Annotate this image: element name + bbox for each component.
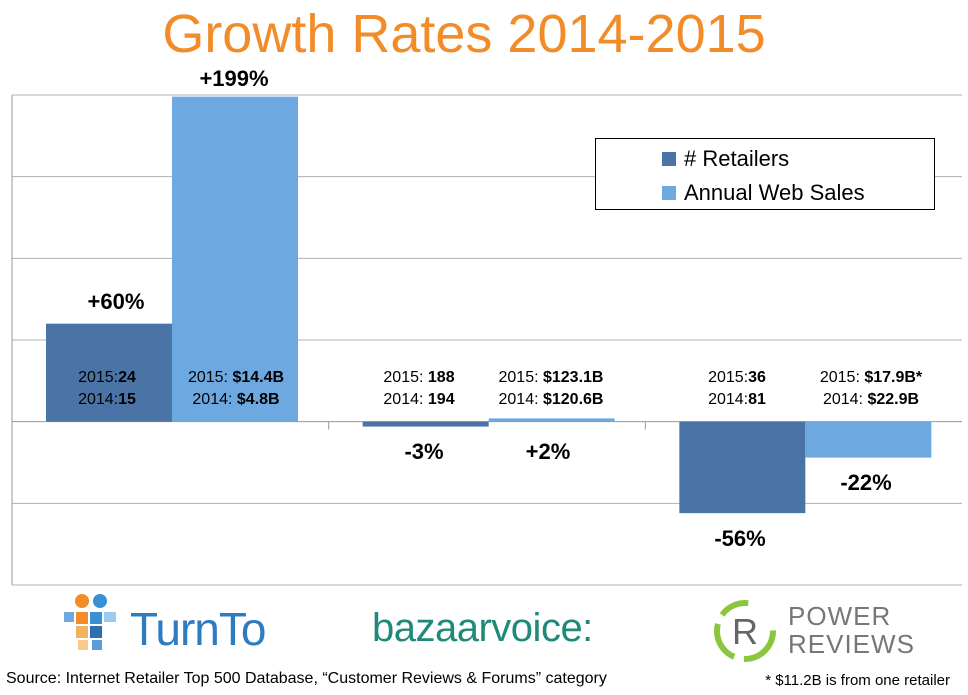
data-label-turnto-retailers: +60%	[87, 289, 145, 314]
bar-turnto-web-sales	[172, 96, 298, 422]
data-label-bazaarvoice-retailers: -3%	[404, 439, 444, 464]
powerreviews-logo-line1: POWER	[788, 601, 892, 631]
turnto-logo-mark-icon	[64, 594, 116, 650]
data-label-powerreviews-retailers: -56%	[714, 526, 766, 551]
chart-title: Growth Rates 2014-2015	[162, 4, 766, 64]
turnto-logo-text: TurnTo	[130, 603, 266, 655]
bar-bazaarvoice-retailers	[362, 421, 489, 427]
legend-swatch-retailers	[662, 152, 676, 166]
source-note: Source: Internet Retailer Top 500 Databa…	[6, 670, 607, 687]
value-label-turnto-web-sales: 2015: $14.4B 2014: $4.8B	[187, 369, 285, 408]
svg-text:R: R	[732, 611, 758, 652]
data-label-turnto-web-sales: +199%	[199, 66, 269, 91]
bar-bazaarvoice-web-sales	[488, 418, 615, 422]
turnto-logo: TurnTo	[60, 592, 290, 662]
legend-label-retailers: # Retailers	[684, 146, 790, 171]
bar-power-reviews-web-sales	[805, 421, 932, 458]
footnote: * $11.2B is from one retailer	[765, 672, 950, 689]
powerreviews-logo: R POWER REVIEWS	[712, 598, 932, 668]
value-label-turnto-retailers: 2015:24 2014:15	[78, 369, 136, 408]
growth-chart	[11, 94, 962, 586]
data-label-bazaarvoice-web-sales: +2%	[525, 439, 571, 464]
bar-turnto-retailers	[46, 323, 172, 422]
powerreviews-logo-text: POWER REVIEWS	[788, 602, 915, 658]
value-label-bazaarvoice-retailers: 2015: 188 2014: 194	[383, 369, 455, 408]
chart-legend: # Retailers Annual Web Sales	[595, 138, 935, 210]
bazaarvoice-logo: bazaarvoice:	[372, 606, 593, 656]
bar-power-reviews-retailers	[679, 421, 806, 514]
value-label-powerreviews-web-sales: 2015: $17.9B* 2014: $22.9B	[819, 369, 923, 408]
legend-label-web-sales: Annual Web Sales	[684, 180, 865, 205]
legend-swatch-web-sales	[662, 186, 676, 200]
powerreviews-logo-line2: REVIEWS	[788, 629, 915, 659]
value-label-bazaarvoice-web-sales: 2015: $123.1B 2014: $120.6B	[498, 369, 604, 408]
powerreviews-logo-mark-icon: R	[714, 600, 776, 662]
legend-item-retailers: # Retailers	[662, 145, 789, 173]
value-label-powerreviews-retailers: 2015:36 2014:81	[708, 369, 766, 408]
data-label-powerreviews-web-sales: -22%	[840, 470, 892, 495]
bazaarvoice-logo-text: bazaarvoice:	[372, 606, 593, 650]
legend-item-web-sales: Annual Web Sales	[662, 179, 865, 207]
